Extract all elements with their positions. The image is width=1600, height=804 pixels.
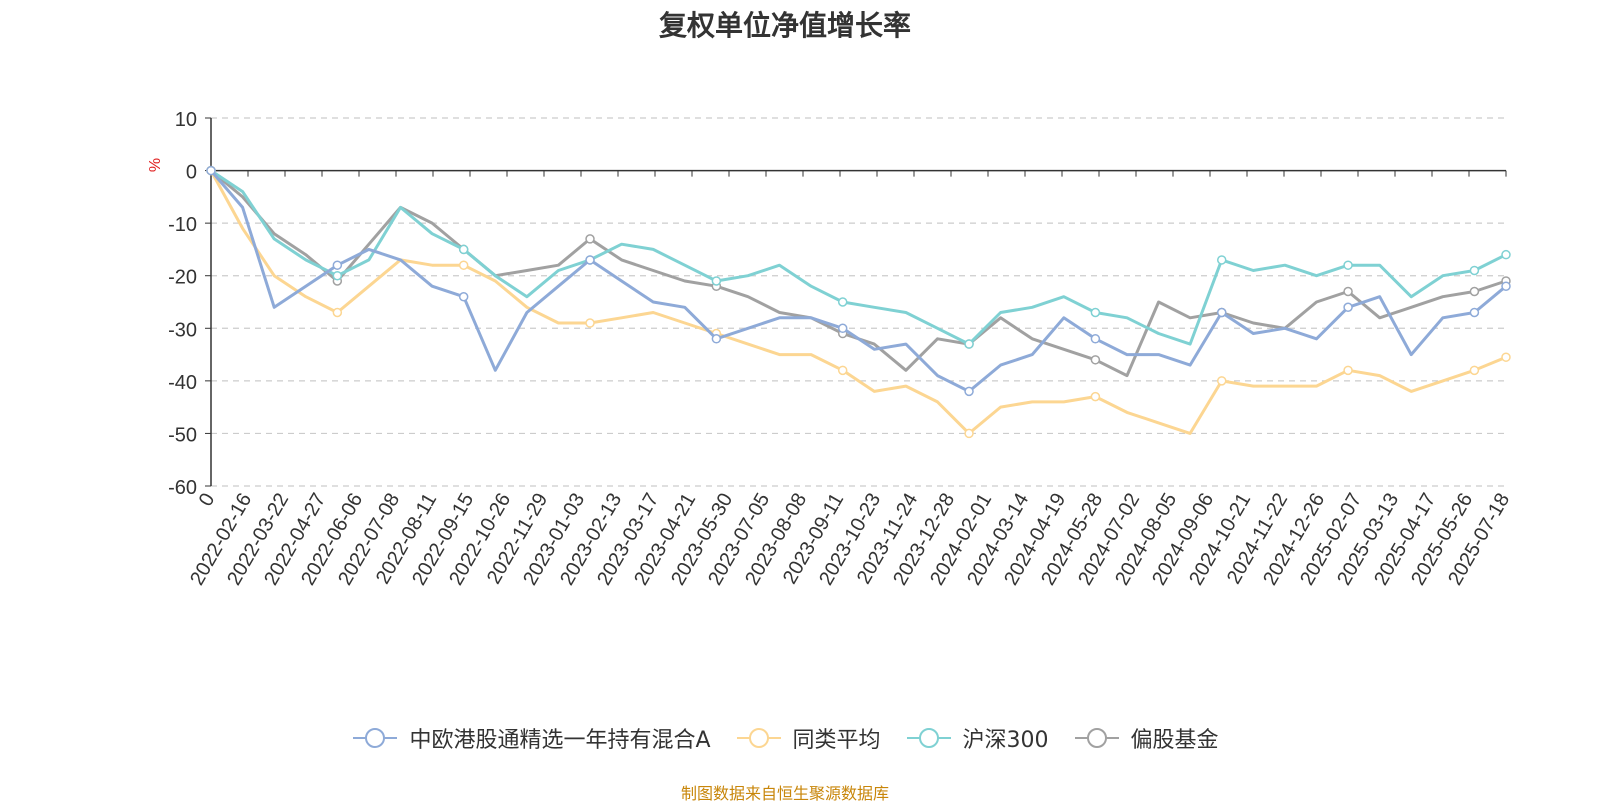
- series-point-1: [1501, 352, 1511, 362]
- series-point-1: [964, 428, 974, 439]
- y-tick-label: 10: [175, 109, 197, 131]
- series-point-3: [1090, 355, 1101, 365]
- y-tick-label: -20: [168, 267, 197, 289]
- legend-label: 偏股基金: [1130, 728, 1219, 753]
- series-point-1: [1469, 365, 1480, 376]
- series-point-2: [1216, 255, 1227, 265]
- series-point-3: [585, 234, 595, 244]
- series-point-2: [711, 276, 722, 286]
- legend-marker-icon: [1074, 728, 1119, 748]
- y-axis-unit-label: %: [147, 158, 164, 172]
- series-point-2: [332, 270, 343, 281]
- chart-area: 100-10-20-30-40-50-6002022-02-162022-03-…: [147, 109, 1514, 589]
- series-point-1: [1216, 376, 1227, 386]
- y-tick-label: -30: [168, 319, 197, 341]
- series-point-0: [711, 334, 722, 344]
- legend-label: 同类平均: [792, 728, 881, 753]
- series-lines: [206, 165, 1511, 439]
- axes: 100-10-20-30-40-50-6002022-02-162022-03-…: [168, 109, 1514, 589]
- series-point-1: [458, 260, 469, 270]
- series-point-0: [1216, 307, 1227, 318]
- y-tick-label: 0: [186, 162, 197, 184]
- y-tick-label: -50: [168, 424, 197, 446]
- legend-marker-icon: [353, 728, 398, 748]
- legend-item-1[interactable]: 同类平均: [735, 722, 881, 754]
- series-point-0: [964, 386, 974, 397]
- series-point-2: [1343, 260, 1353, 270]
- series-point-1: [837, 365, 848, 376]
- series-point-1: [1343, 365, 1353, 376]
- series-point-2: [1501, 249, 1511, 260]
- series-line-2: [210, 169, 1507, 346]
- series-point-0: [1090, 334, 1101, 344]
- series-point-1: [1090, 391, 1101, 402]
- y-tick-label: -40: [168, 372, 197, 394]
- series-point-2: [964, 339, 974, 349]
- legend-item-3[interactable]: 偏股基金: [1073, 722, 1219, 754]
- series-point-2: [837, 297, 848, 307]
- series-point-3: [1469, 286, 1480, 297]
- legend: 中欧港股通精选一年持有混合A 同类平均 沪深300 偏股基金: [0, 722, 1570, 754]
- series-point-3: [1343, 286, 1353, 297]
- legend-item-0[interactable]: 中欧港股通精选一年持有混合A: [351, 722, 711, 754]
- footer-source: 制图数据来自恒生聚源数据库: [680, 784, 889, 803]
- x-tick-label: 0: [195, 490, 220, 511]
- grid-lines: [211, 117, 1506, 487]
- chart-title: 复权单位净值增长率: [658, 9, 911, 42]
- y-tick-label: -10: [168, 214, 197, 236]
- series-point-1: [332, 307, 343, 318]
- legend-item-2[interactable]: 沪深300: [905, 722, 1049, 754]
- series-point-0: [585, 255, 595, 265]
- series-point-0: [1501, 281, 1511, 291]
- series-line-0: [209, 169, 1507, 393]
- series-point-0: [332, 260, 343, 270]
- series-point-2: [458, 244, 469, 255]
- y-tick-label: -60: [168, 477, 197, 499]
- series-point-0: [1343, 302, 1353, 313]
- legend-marker-icon: [736, 728, 781, 748]
- series-line-1: [209, 169, 1507, 435]
- legend-marker-icon: [906, 728, 951, 748]
- series-point-0: [206, 165, 216, 176]
- series-point-1: [585, 318, 595, 328]
- legend-label: 沪深300: [962, 728, 1049, 753]
- series-point-2: [1469, 265, 1480, 276]
- series-point-2: [1090, 307, 1101, 318]
- legend-label: 中欧港股通精选一年持有混合A: [409, 728, 711, 753]
- series-point-0: [1469, 307, 1480, 318]
- series-point-0: [458, 291, 469, 302]
- series-point-0: [837, 323, 848, 334]
